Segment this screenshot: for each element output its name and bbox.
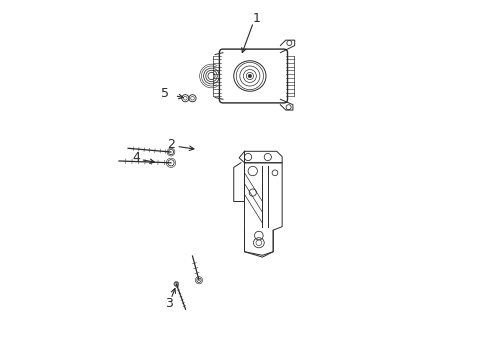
Circle shape (247, 74, 251, 78)
Text: 3: 3 (165, 297, 173, 310)
Text: 5: 5 (161, 87, 168, 100)
Text: 2: 2 (167, 138, 175, 150)
Text: 4: 4 (132, 151, 140, 164)
Text: 1: 1 (253, 12, 261, 25)
